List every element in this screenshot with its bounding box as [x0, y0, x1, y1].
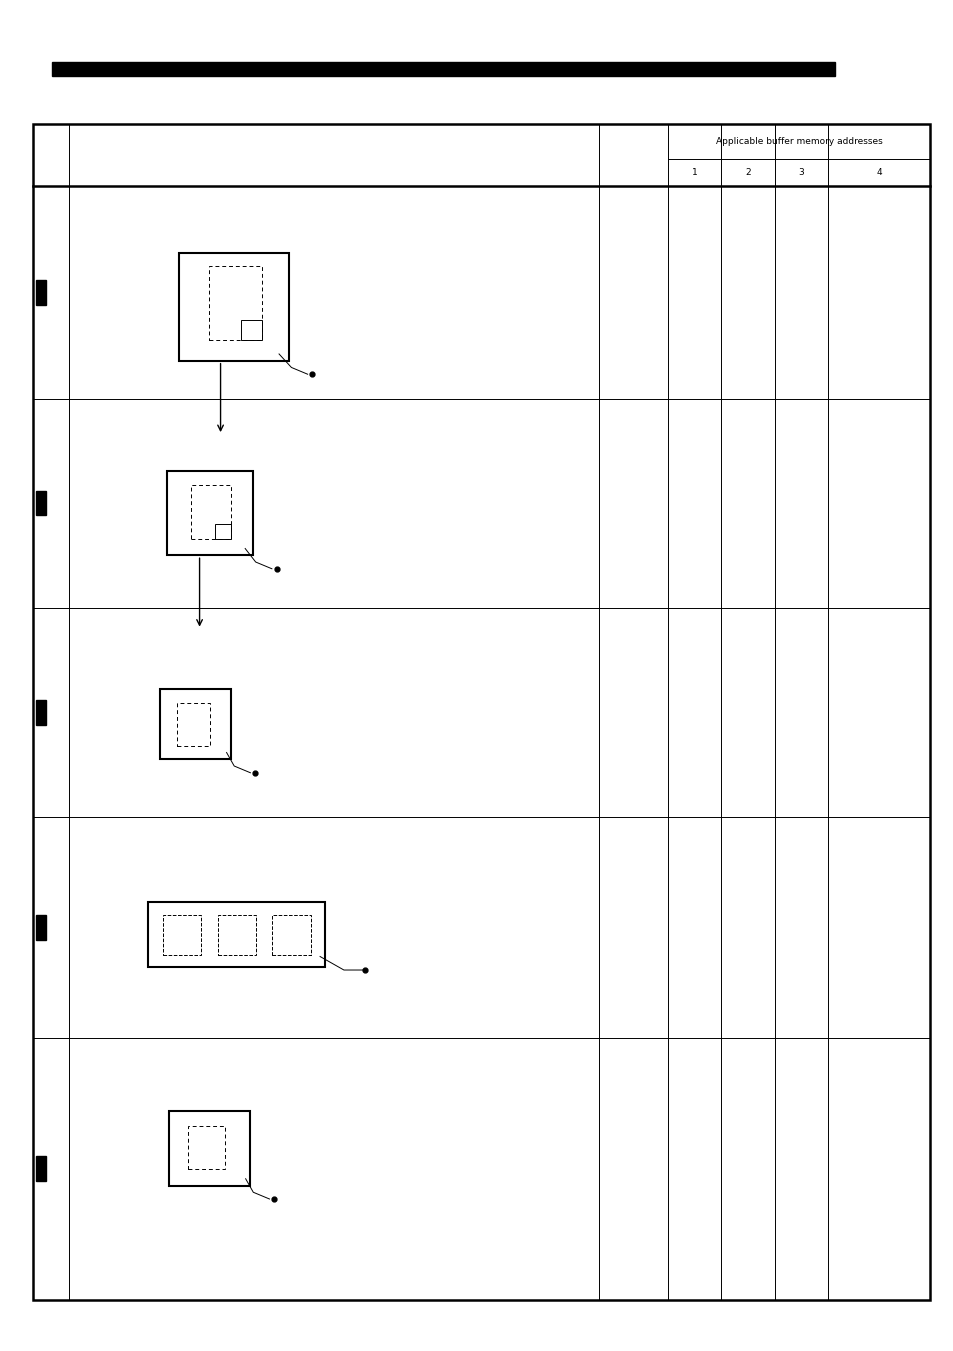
Bar	[36, 701, 46, 724]
Bar	[52, 62, 834, 76]
Text: 1: 1	[691, 169, 697, 177]
Bar	[36, 492, 46, 516]
Bar	[170, 1111, 250, 1186]
Bar	[33, 124, 929, 1300]
Bar	[214, 524, 231, 539]
Bar	[176, 703, 210, 746]
Text: 2: 2	[744, 169, 750, 177]
Bar	[36, 916, 46, 940]
Text: 4: 4	[876, 169, 881, 177]
Bar	[217, 915, 255, 955]
Bar	[36, 281, 46, 305]
Bar	[188, 1127, 225, 1169]
Text: Applicable buffer memory addresses: Applicable buffer memory addresses	[715, 138, 882, 146]
Bar	[167, 471, 253, 555]
Bar	[191, 485, 231, 539]
Bar	[209, 266, 261, 340]
Text: 3: 3	[798, 169, 803, 177]
Bar	[178, 253, 288, 361]
Bar	[240, 320, 261, 340]
Bar	[159, 689, 231, 759]
Bar	[36, 1156, 46, 1181]
Bar	[149, 902, 324, 967]
Bar	[273, 915, 310, 955]
Bar	[162, 915, 200, 955]
